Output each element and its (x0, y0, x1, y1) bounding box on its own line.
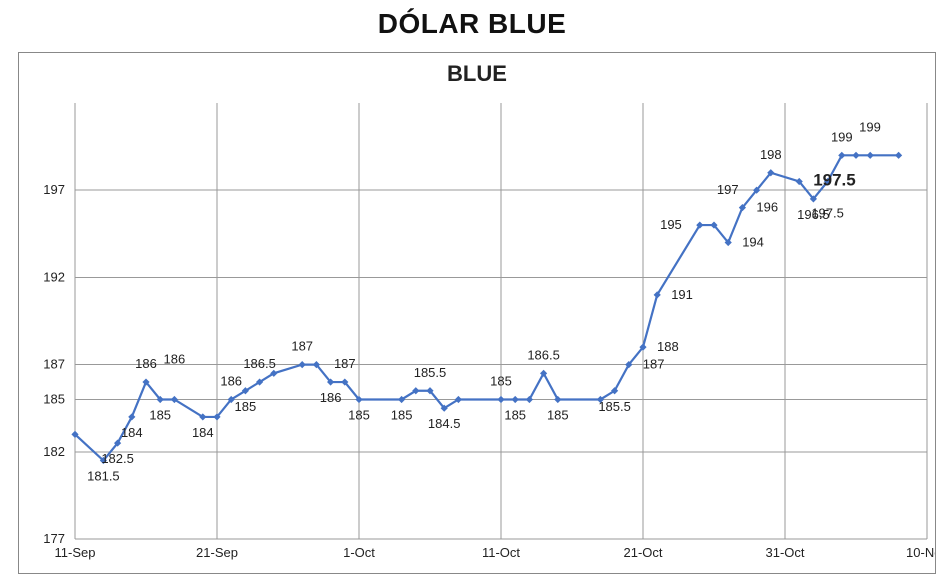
svg-text:197.5: 197.5 (811, 205, 844, 220)
svg-text:198: 198 (760, 147, 782, 162)
svg-text:186.5: 186.5 (243, 356, 276, 371)
svg-text:177: 177 (43, 531, 65, 546)
svg-text:197: 197 (717, 182, 739, 197)
svg-text:182.5: 182.5 (101, 451, 134, 466)
svg-text:187: 187 (291, 339, 313, 354)
chart-frame: BLUE 177 182 185 187 192 197 11-Sep 21-Sep 1-Oct… (18, 52, 936, 574)
svg-text:186: 186 (135, 356, 157, 371)
page-title: DÓLAR BLUE (0, 8, 944, 40)
svg-text:196: 196 (756, 200, 778, 215)
svg-text:188: 188 (657, 339, 679, 354)
svg-text:185: 185 (490, 373, 512, 388)
svg-text:10-Nov: 10-Nov (906, 545, 935, 560)
svg-text:185.5: 185.5 (598, 399, 631, 414)
svg-text:191: 191 (671, 287, 693, 302)
svg-text:11-Oct: 11-Oct (482, 545, 520, 560)
svg-text:185: 185 (547, 407, 569, 422)
svg-text:199: 199 (859, 119, 881, 134)
svg-text:185: 185 (391, 407, 413, 422)
svg-text:186: 186 (164, 351, 186, 366)
svg-text:182: 182 (43, 444, 65, 459)
svg-text:184: 184 (192, 425, 214, 440)
svg-text:21-Sep: 21-Sep (196, 545, 238, 560)
svg-text:194: 194 (742, 235, 764, 250)
svg-text:185: 185 (348, 407, 370, 422)
svg-text:181.5: 181.5 (87, 469, 120, 484)
svg-text:185: 185 (235, 399, 257, 414)
svg-text:197: 197 (43, 182, 65, 197)
svg-text:186: 186 (220, 373, 242, 388)
svg-text:186: 186 (320, 390, 342, 405)
svg-text:187: 187 (334, 356, 356, 371)
svg-text:185: 185 (43, 391, 65, 406)
svg-text:185: 185 (504, 407, 526, 422)
svg-text:184.5: 184.5 (428, 416, 461, 431)
svg-text:192: 192 (43, 269, 65, 284)
svg-text:187: 187 (643, 357, 665, 372)
svg-text:31-Oct: 31-Oct (765, 545, 804, 560)
svg-text:1-Oct: 1-Oct (343, 545, 375, 560)
svg-text:197.5: 197.5 (813, 170, 856, 189)
svg-text:11-Sep: 11-Sep (55, 545, 96, 560)
svg-text:185: 185 (149, 407, 171, 422)
svg-text:21-Oct: 21-Oct (623, 545, 662, 560)
svg-text:186.5: 186.5 (527, 347, 560, 362)
svg-text:184: 184 (121, 425, 143, 440)
svg-text:195: 195 (660, 217, 682, 232)
svg-text:199: 199 (831, 129, 853, 144)
svg-text:185.5: 185.5 (414, 365, 447, 380)
chart-title: BLUE (19, 61, 935, 87)
chart-page: DÓLAR BLUE BLUE 177 182 185 187 192 197 11-Sep… (0, 0, 944, 584)
chart-svg: 177 182 185 187 192 197 11-Sep 21-Sep 1-Oct 11-Oc… (19, 53, 935, 573)
svg-text:187: 187 (43, 357, 65, 372)
